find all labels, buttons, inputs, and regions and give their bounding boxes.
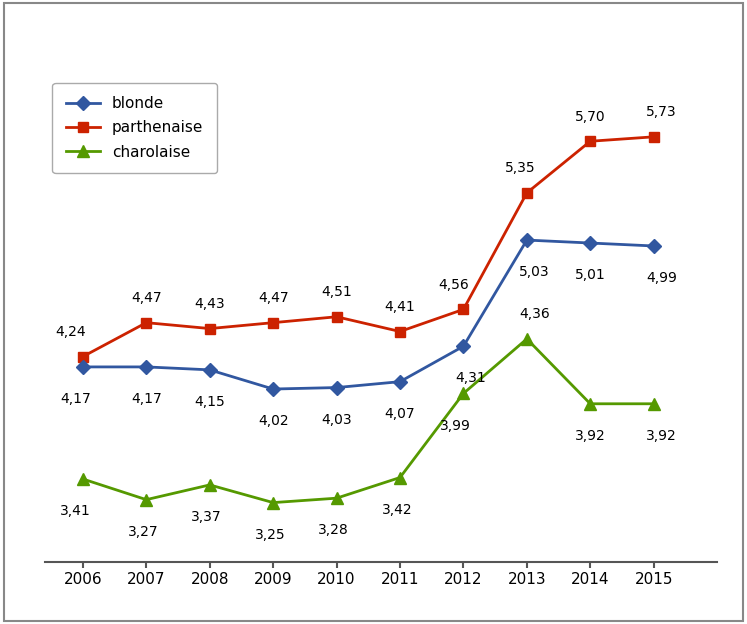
Text: 4,47: 4,47 (131, 291, 161, 305)
Text: 4,43: 4,43 (194, 297, 225, 311)
Legend: blonde, parthenaise, charolaise: blonde, parthenaise, charolaise (52, 82, 217, 173)
Text: 5,73: 5,73 (646, 105, 677, 119)
Text: 3,25: 3,25 (255, 528, 285, 542)
Text: 4,41: 4,41 (385, 300, 415, 314)
Text: 4,07: 4,07 (385, 407, 415, 421)
Text: 5,03: 5,03 (519, 265, 550, 279)
Text: 4,47: 4,47 (258, 291, 288, 305)
Text: 3,28: 3,28 (318, 524, 349, 537)
Text: 4,51: 4,51 (321, 285, 352, 299)
Text: 3,42: 3,42 (382, 502, 412, 517)
Text: 4,03: 4,03 (321, 412, 352, 427)
Text: > Prix des vaches abattues (€/kg c): > Prix des vaches abattues (€/kg c) (19, 19, 408, 38)
Text: 4,24: 4,24 (55, 325, 85, 339)
Text: 3,27: 3,27 (128, 525, 158, 539)
Text: 3,92: 3,92 (575, 429, 606, 443)
Text: 3,99: 3,99 (441, 419, 471, 432)
Text: 3,41: 3,41 (60, 504, 90, 518)
Text: 4,56: 4,56 (438, 278, 469, 291)
Text: 4,99: 4,99 (646, 271, 677, 285)
Text: 4,31: 4,31 (456, 371, 486, 386)
Text: 4,15: 4,15 (194, 395, 225, 409)
Text: 4,02: 4,02 (258, 414, 288, 428)
Text: 5,01: 5,01 (575, 268, 606, 282)
Text: 4,17: 4,17 (131, 392, 161, 406)
Text: 3,37: 3,37 (191, 510, 222, 524)
Text: 5,70: 5,70 (575, 110, 606, 124)
Text: 5,35: 5,35 (505, 161, 536, 175)
Text: 4,36: 4,36 (519, 307, 550, 321)
Text: 4,17: 4,17 (60, 392, 90, 406)
Text: 3,92: 3,92 (646, 429, 677, 443)
